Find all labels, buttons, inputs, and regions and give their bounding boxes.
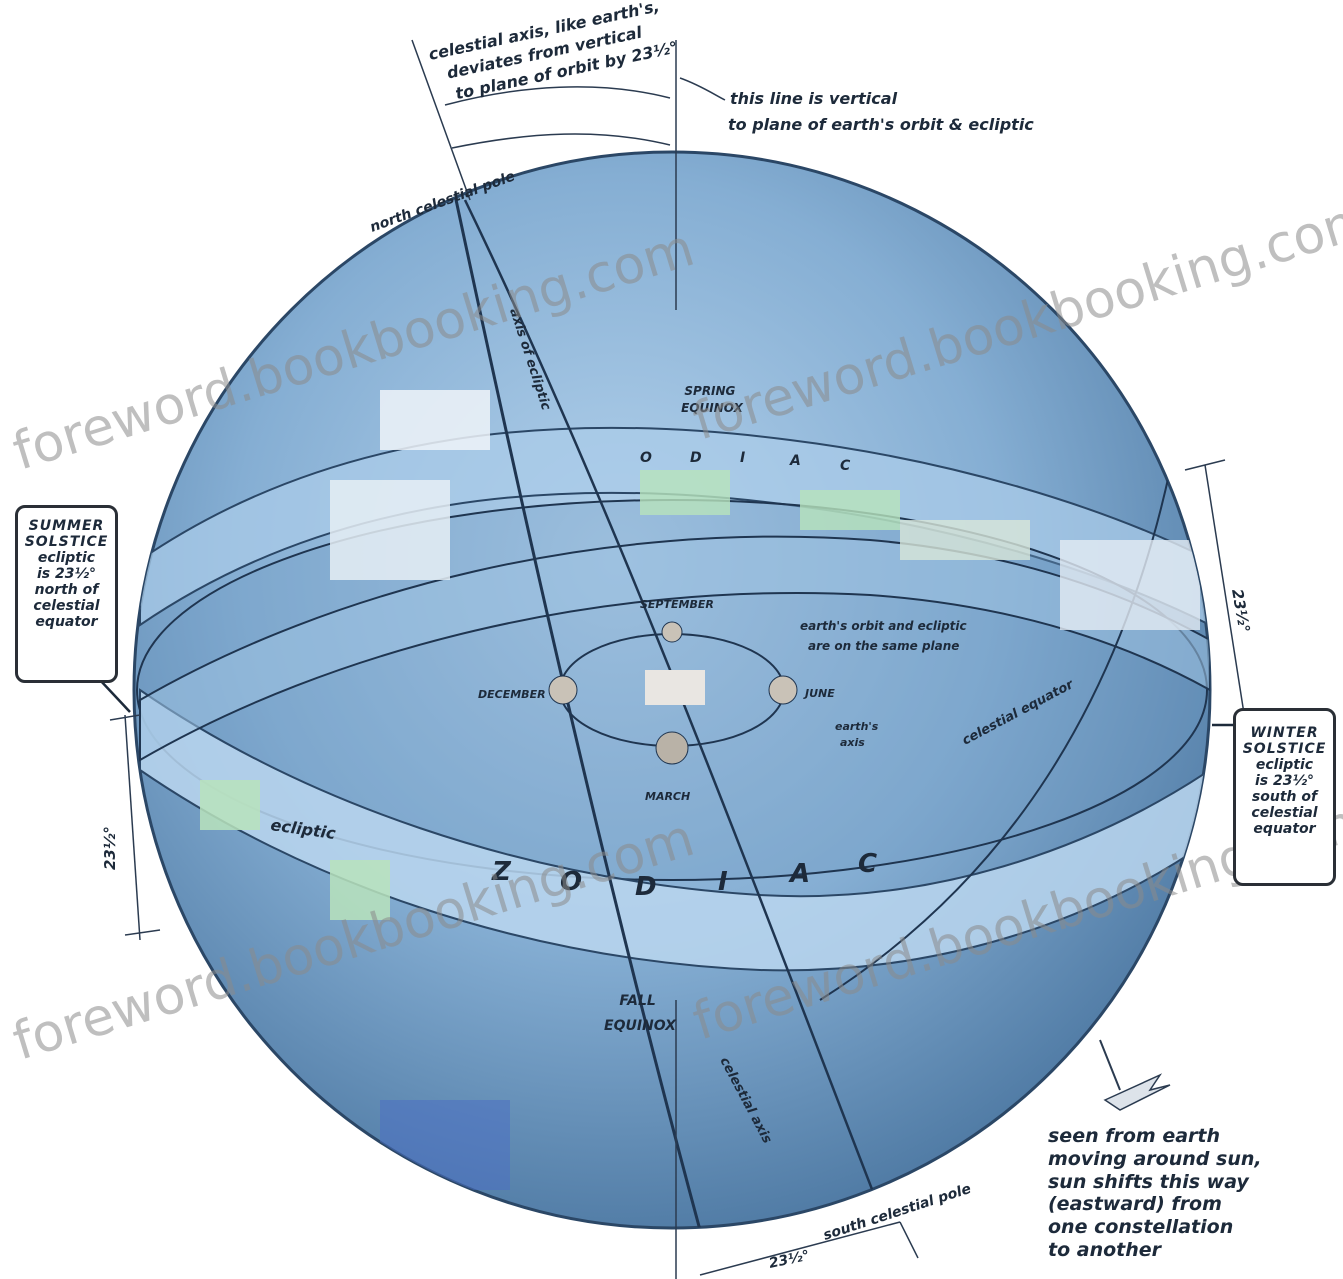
zodiac-top-letter: O [640, 450, 652, 466]
sun-marker [645, 670, 705, 705]
earth-december [548, 675, 578, 705]
winter-solstice-line: south of [1251, 789, 1318, 805]
zodiac-letter: I [718, 867, 728, 897]
ecliptic-meridian [463, 199, 882, 1211]
south-angle-label: 23½° [768, 1248, 811, 1272]
zodiac-letter: O [560, 867, 582, 897]
earth-september [661, 621, 683, 643]
zodiac-top-letter: I [740, 450, 745, 466]
shift-note-line: moving around sun, [1048, 1147, 1262, 1170]
bottom-bracket [699, 1221, 901, 1276]
vertical-note-pointer [679, 77, 726, 101]
winter-solstice-line: equator [1253, 821, 1316, 837]
shift-arrow-head [1103, 1073, 1171, 1111]
earth-march [655, 731, 689, 765]
summer-solstice-line: ecliptic [37, 550, 96, 566]
angle-bracket-left [124, 714, 141, 941]
shift-note-line: to another [1048, 1238, 1162, 1261]
earths-axis-label: earth's axis [835, 720, 882, 749]
winter-solstice-line: celestial [1251, 805, 1318, 821]
zodiac-band-upper [139, 426, 1210, 627]
winter-solstice-line: ecliptic [1255, 757, 1314, 773]
fall-equinox-label: FALL EQUINOX [604, 993, 677, 1034]
zodiac-letter: A [788, 859, 810, 889]
bottom-bracket-tick [899, 1221, 919, 1259]
orbit-note: earth's orbit and ecliptic are on the sa… [800, 619, 971, 653]
angle-tick [1184, 459, 1226, 471]
highlight-block [200, 780, 260, 830]
winter-solstice-title: WINTER SOLSTICE [1242, 725, 1327, 757]
shift-note: seen from earth moving around sun, sun s… [1048, 1125, 1308, 1262]
axis-tilt-arc-2 [451, 133, 671, 149]
celestial-axis-line [411, 39, 471, 201]
shift-note-line: (eastward) from [1048, 1193, 1222, 1216]
angle-bracket-right [1204, 464, 1246, 721]
zodiac-top-letter: C [840, 458, 851, 474]
summer-solstice-line: is 23½° [37, 566, 96, 582]
highlight-block [380, 1100, 510, 1190]
summer-solstice-line: north of [34, 582, 99, 598]
angle-label-right: 23½° [1228, 588, 1253, 634]
zodiac-top-letter: A [789, 453, 801, 469]
shift-note-line: seen from earth [1048, 1125, 1221, 1147]
highlight-block [330, 860, 390, 920]
angle-label-left: 23½° [101, 826, 119, 870]
month-march: MARCH [645, 790, 690, 803]
angle-tick [109, 714, 141, 721]
winter-solstice-box: WINTER SOLSTICE ecliptic is 23½° south o… [1233, 708, 1336, 886]
highlight-block [800, 490, 900, 530]
summer-solstice-line: equator [35, 614, 98, 630]
zodiac-letter: C [858, 849, 877, 879]
summer-pointer [99, 679, 131, 713]
highlight-block [380, 390, 490, 450]
zodiac-letter: Z [491, 857, 512, 887]
month-september: SEPTEMBER [640, 598, 714, 611]
highlight-block [330, 480, 450, 580]
shift-note-line: one constellation [1048, 1216, 1234, 1239]
spring-equinox-label: SPRING EQUINOX [681, 384, 743, 415]
earth-june [768, 675, 798, 705]
highlight-block [1060, 540, 1200, 630]
summer-solstice-title: SUMMER SOLSTICE [24, 518, 109, 550]
winter-solstice-line: is 23½° [1255, 773, 1314, 789]
summer-solstice-line: celestial [33, 598, 100, 614]
angle-tick [124, 929, 161, 936]
shift-note-line: sun shifts this way [1048, 1170, 1249, 1193]
highlight-block [900, 520, 1030, 560]
month-december: DECEMBER [478, 688, 546, 701]
month-june: JUNE [803, 687, 835, 700]
axis-tilt-arc [444, 86, 671, 106]
zodiac-letter: D [635, 872, 657, 902]
shift-arrow [1099, 1039, 1121, 1091]
celestial-axis-note: celestial axis, like earth's, deviates f… [427, 0, 679, 107]
zodiac-top-letter: D [690, 450, 702, 466]
celestial-equator-band [139, 535, 1210, 762]
highlight-block [640, 470, 730, 515]
vertical-line-note: this line is vertical to plane of earth'… [728, 89, 1034, 134]
summer-solstice-box: SUMMER SOLSTICE ecliptic is 23½° north o… [15, 505, 118, 683]
